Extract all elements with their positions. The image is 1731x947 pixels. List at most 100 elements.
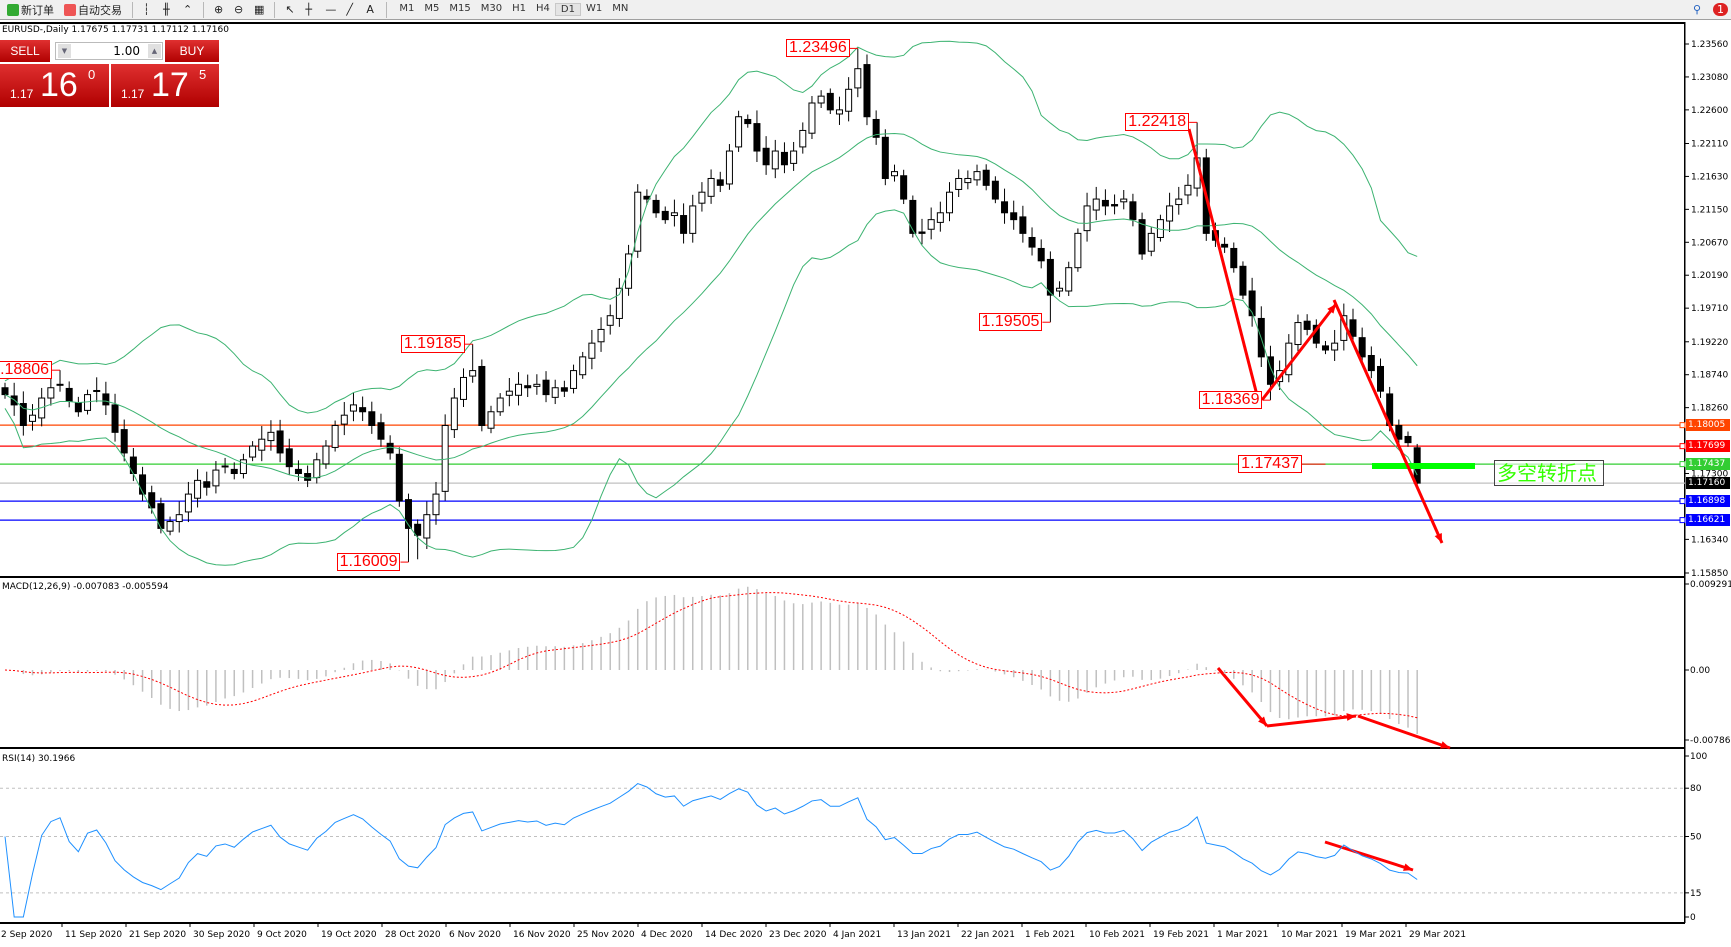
candle: [991, 180, 999, 200]
sell-price-big: 16: [40, 66, 78, 104]
tile-windows-icon[interactable]: ▦: [254, 3, 265, 16]
timeframe-h1[interactable]: H1: [512, 3, 527, 14]
line-handle: [1679, 498, 1686, 505]
bar-chart-button[interactable]: ┆: [143, 3, 150, 16]
candle: [524, 385, 532, 389]
toolbar: 新订单 自动交易 ┆ ╫ ⌃ ⊕ ⊖ ▦ ↖ ┼ — ╱ A M1 M5 M15 M3…: [0, 0, 1731, 20]
candle: [1303, 320, 1311, 330]
price-label[interactable]: 1.19505: [978, 313, 1043, 332]
candle: [450, 397, 458, 431]
lot-size-input[interactable]: 1.00: [55, 42, 163, 60]
candle: [835, 109, 843, 115]
candle: [670, 212, 678, 217]
timeframe-bar: M1 M5 M15 M30 H1 H4 D1 W1 MN: [394, 3, 633, 16]
macd-arrow: [1266, 714, 1357, 728]
lot-decrease-icon[interactable]: ▼: [58, 44, 71, 58]
candle: [1083, 205, 1091, 232]
candle: [1184, 184, 1192, 196]
notification-badge[interactable]: 1: [1710, 2, 1731, 18]
candle: [918, 231, 926, 234]
price-label[interactable]: 1.18369: [1198, 391, 1263, 410]
buy-price[interactable]: 1.17 17 5: [111, 64, 219, 107]
date-label: 1 Feb 2021: [1025, 930, 1075, 940]
zoom-in-icon[interactable]: ⊕: [214, 3, 224, 16]
date-label: 2 Sep 2020: [1, 930, 53, 940]
date-label: 10 Mar 2021: [1281, 930, 1338, 940]
price-label[interactable]: 1.22418: [1125, 113, 1190, 132]
candle: [1111, 204, 1119, 207]
candle: [1120, 198, 1128, 203]
sell-price-sup: 0: [88, 67, 96, 82]
timeframe-mn[interactable]: MN: [612, 3, 629, 14]
candle: [29, 414, 37, 422]
candle: [432, 493, 440, 516]
candle: [826, 92, 834, 111]
candle: [854, 68, 862, 89]
candle: [496, 397, 504, 413]
candlestick-button[interactable]: ╫: [163, 3, 170, 16]
auto-trading-button[interactable]: 自动交易: [61, 2, 125, 18]
timeframe-h4[interactable]: H4: [536, 3, 550, 14]
price-label[interactable]: 1.16009: [336, 553, 401, 572]
timeframe-m15[interactable]: M15: [449, 3, 471, 14]
candle: [771, 150, 779, 170]
price-tick-label: 1.18740: [1691, 371, 1728, 381]
candle: [1395, 424, 1403, 440]
candle: [313, 459, 321, 479]
price-tick-label: 1.20190: [1691, 271, 1728, 281]
timeframe-m5[interactable]: M5: [424, 3, 440, 14]
text-icon[interactable]: A: [366, 3, 374, 16]
price-label[interactable]: 1.18806: [0, 361, 53, 380]
line-handle: [1679, 443, 1686, 450]
macd-label: MACD(12,26,9) -0.007083 -0.005594: [2, 582, 169, 592]
candle: [359, 407, 367, 413]
price-label[interactable]: 1.17437: [1238, 455, 1302, 474]
timeframe-m30[interactable]: M30: [480, 3, 503, 14]
new-order-button[interactable]: 新订单: [4, 2, 57, 18]
candle: [1001, 201, 1009, 214]
price-label[interactable]: 1.23496: [785, 39, 850, 58]
price-tick-label: 1.16340: [1691, 535, 1728, 545]
candle: [203, 481, 211, 488]
candle: [1377, 365, 1384, 392]
price-label[interactable]: 1.19185: [400, 335, 465, 354]
turning-point-annotation[interactable]: 多空转折点: [1494, 460, 1604, 486]
buy-price-big: 17: [151, 66, 189, 104]
timeframe-w1[interactable]: W1: [585, 3, 603, 14]
candle: [1166, 205, 1174, 222]
date-label: 4 Jan 2021: [833, 930, 881, 940]
candle: [1349, 319, 1357, 337]
sell-price[interactable]: 1.17 16 0: [0, 64, 109, 107]
candle: [606, 315, 614, 326]
cursor-icon[interactable]: ↖: [285, 3, 295, 16]
search-icon[interactable]: ⚲: [1693, 3, 1702, 16]
candle: [515, 383, 523, 396]
candle: [395, 453, 403, 502]
sell-button[interactable]: SELL: [0, 40, 50, 62]
zoom-out-icon[interactable]: ⊖: [234, 3, 244, 16]
candle: [735, 116, 743, 148]
date-label: 16 Nov 2020: [513, 930, 571, 940]
timeframe-d1[interactable]: D1: [554, 3, 581, 16]
candle: [1331, 342, 1339, 351]
hline-icon[interactable]: —: [325, 3, 337, 16]
buy-button[interactable]: BUY: [165, 40, 219, 62]
trendline-icon[interactable]: ╱: [346, 3, 354, 16]
price-line-label: 1.17437: [1686, 458, 1730, 471]
candle: [386, 442, 394, 454]
rsi-tick-label: 100: [1690, 752, 1707, 762]
crosshair-icon[interactable]: ┼: [305, 3, 313, 16]
rsi-arrow: [1324, 840, 1414, 872]
candle: [982, 169, 990, 186]
candle: [780, 151, 788, 166]
candle: [349, 404, 357, 412]
candle: [890, 171, 898, 177]
lot-increase-icon[interactable]: ▲: [148, 44, 161, 58]
candle: [661, 210, 669, 221]
rsi-tick-label: 50: [1690, 833, 1702, 843]
line-chart-button[interactable]: ⌃: [183, 3, 193, 16]
candle: [900, 175, 908, 200]
timeframe-m1[interactable]: M1: [399, 3, 415, 14]
candle: [955, 177, 963, 190]
